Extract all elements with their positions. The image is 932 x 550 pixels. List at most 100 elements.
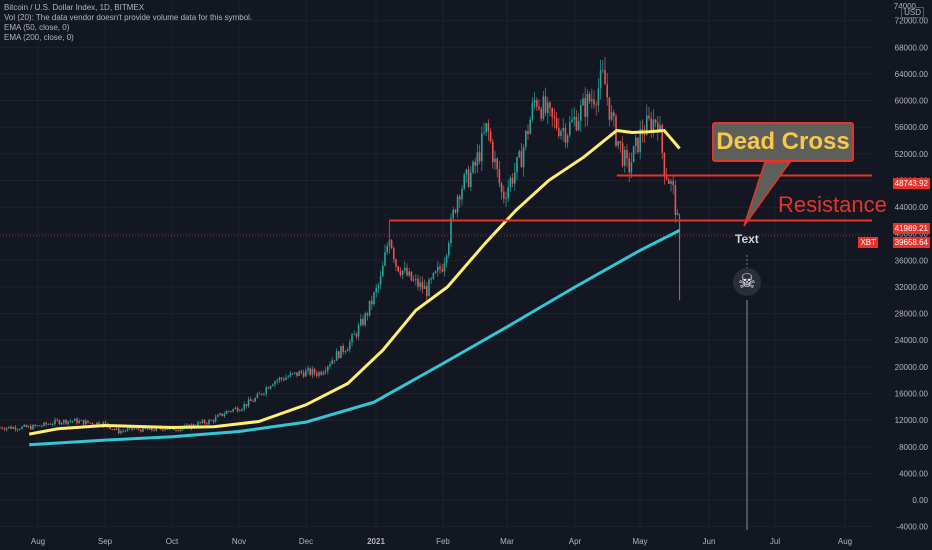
candle-body: [518, 151, 520, 157]
candle-body: [637, 137, 639, 153]
candle-body: [199, 422, 201, 423]
x-tick-label: Nov: [232, 537, 246, 546]
candle-body: [82, 420, 85, 425]
candle-body: [12, 427, 14, 429]
ema200-line: [29, 229, 681, 447]
candle-body: [492, 141, 494, 163]
candle-body: [674, 185, 677, 216]
y-tick-label: 8000.00: [899, 443, 928, 452]
candle-body: [5, 427, 8, 430]
candle-body: [489, 131, 492, 142]
candle-body: [19, 429, 21, 430]
candle-body: [450, 217, 452, 244]
candle-body: [49, 424, 52, 425]
candle-body: [45, 422, 47, 425]
candle-body: [63, 419, 65, 423]
candle-body: [109, 426, 111, 429]
candle-body: [232, 409, 234, 412]
candle-body: [377, 284, 380, 288]
candle-body: [353, 333, 355, 335]
x-tick-label: Aug: [31, 537, 45, 546]
resistance-label[interactable]: Resistance: [778, 192, 887, 217]
y-tick-label: 60000.00: [895, 97, 929, 106]
candle-body: [164, 429, 166, 431]
candle-body: [113, 429, 116, 430]
candle-body: [670, 181, 672, 184]
price-tag-resistance: 41989.21: [892, 223, 930, 234]
x-tick-label: Feb: [436, 537, 450, 546]
candle-body: [571, 119, 573, 122]
candle-body: [228, 411, 230, 412]
candle-body: [399, 271, 402, 275]
candle-body: [362, 318, 364, 326]
candle-body: [360, 318, 362, 326]
candle-body: [584, 98, 586, 117]
candle-body: [617, 141, 619, 146]
legend-title: Bitcoin / U.S. Dollar Index, 1D, BITMEX: [4, 3, 145, 12]
text-note[interactable]: Text: [735, 232, 759, 246]
candle-body: [21, 426, 23, 430]
candle-body: [368, 300, 371, 316]
candle-body: [250, 399, 252, 401]
price-tag-current: 39658.64: [892, 237, 930, 248]
candle-body: [476, 152, 479, 166]
candle-body: [452, 209, 454, 218]
candle-body: [322, 372, 325, 375]
candle-body: [386, 245, 388, 253]
candle-body: [597, 88, 600, 106]
x-tick-label: Dec: [299, 537, 313, 546]
y-tick-label: 24000.00: [895, 336, 929, 345]
candle-body: [320, 372, 322, 375]
legend-ema50: EMA (50, close, 0): [4, 23, 70, 32]
candle-body: [496, 158, 498, 170]
candle-body: [516, 156, 518, 173]
candle-body: [155, 427, 157, 431]
candle-body: [52, 424, 54, 425]
candle-body: [25, 424, 28, 428]
candle-body: [254, 398, 256, 402]
skull-crossbones-icon[interactable]: ☠: [733, 268, 761, 296]
candle-body: [604, 69, 606, 85]
candle-body: [608, 97, 611, 120]
candle-body: [122, 430, 124, 432]
candle-body: [487, 123, 490, 132]
candle-body: [212, 420, 215, 422]
y-tick-label: 52000.00: [895, 150, 929, 159]
candle-body: [179, 429, 182, 432]
candle-body: [602, 69, 604, 71]
candle-body: [296, 372, 298, 376]
symbol-tag: XBT: [858, 237, 878, 248]
candle-body: [417, 278, 419, 287]
candle-body: [443, 263, 446, 272]
axis-top-partial: 74000: [893, 2, 916, 11]
candle-body: [595, 104, 597, 106]
candle-body: [382, 265, 384, 277]
candle-body: [624, 150, 626, 166]
candle-body: [663, 152, 666, 177]
candle-body: [276, 380, 278, 382]
candle-body: [676, 212, 679, 216]
currency-label[interactable]: USD: [901, 7, 924, 18]
candle-body: [511, 177, 514, 184]
candle-body: [283, 378, 285, 381]
candle-body: [426, 285, 428, 297]
candle-body: [415, 278, 417, 280]
candle-body: [151, 427, 153, 431]
dead-cross-callout[interactable]: Dead Cross: [712, 122, 854, 162]
candle-body: [30, 426, 32, 430]
y-tick-label: 68000.00: [895, 43, 929, 52]
candle-body: [401, 270, 404, 275]
candle-body: [454, 209, 457, 213]
candle-body: [65, 419, 67, 424]
candle-body: [613, 112, 615, 117]
candle-body: [241, 409, 243, 411]
callout-pointer: [743, 161, 792, 227]
candle-body: [459, 196, 461, 200]
candle-body: [648, 115, 650, 119]
candle-body: [71, 421, 74, 422]
y-tick-label: 20000.00: [895, 363, 929, 372]
candle-body: [498, 169, 501, 184]
ema50-line: [28, 128, 681, 436]
candle-body: [364, 313, 366, 326]
